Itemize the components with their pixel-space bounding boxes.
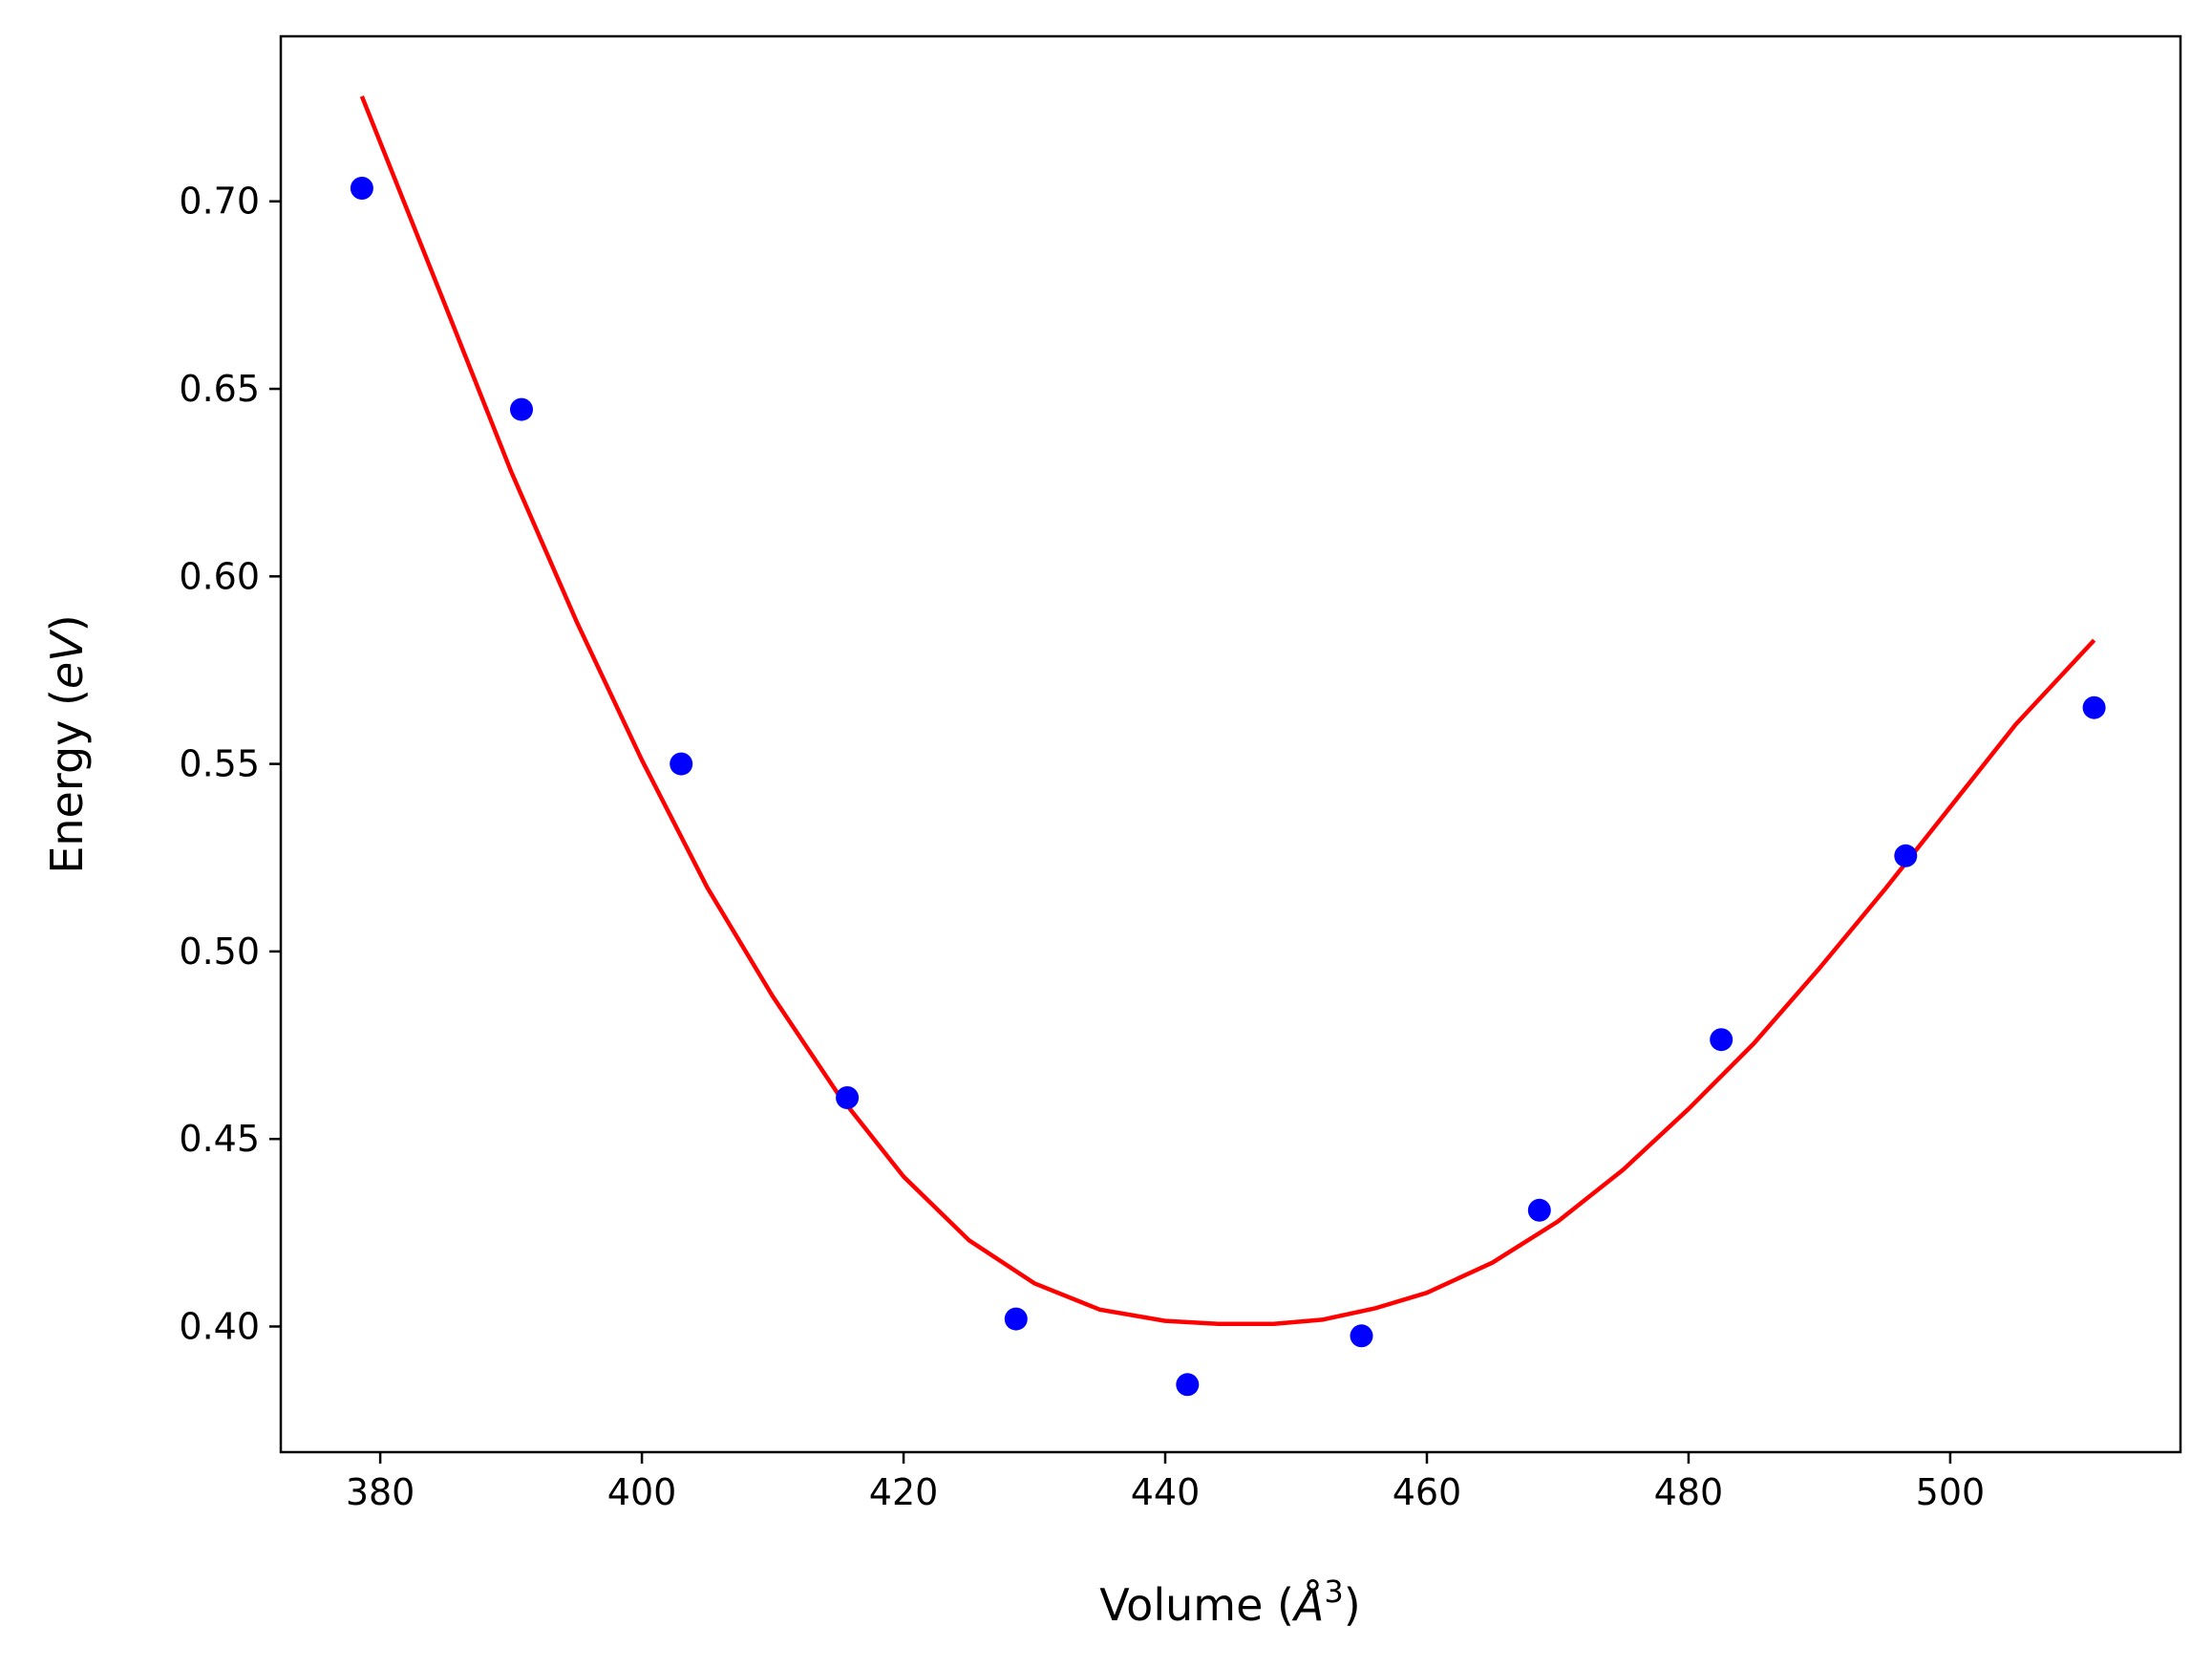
plot-area <box>350 95 2106 1397</box>
data-point <box>1710 1028 1733 1052</box>
data-point <box>1527 1198 1551 1222</box>
plot-frame <box>279 34 2182 1454</box>
data-point <box>670 752 693 776</box>
data-point <box>836 1086 860 1109</box>
data-point <box>2082 695 2106 719</box>
x-tick-label: 420 <box>869 1471 939 1513</box>
x-tick-label: 440 <box>1131 1471 1201 1513</box>
data-point <box>1350 1324 1373 1348</box>
data-point <box>510 397 533 421</box>
y-tick-label: 0.65 <box>179 368 260 410</box>
y-tick-label: 0.40 <box>179 1305 260 1347</box>
x-axis-label-unit: Å <box>1291 1579 1324 1631</box>
x-tick-label: 460 <box>1393 1471 1462 1513</box>
data-point <box>1176 1373 1200 1397</box>
data-point <box>350 177 373 200</box>
data-point <box>1894 844 1918 867</box>
fit-curve <box>359 95 2096 1326</box>
y-tick-label: 0.50 <box>179 931 260 973</box>
data-point <box>1004 1307 1028 1331</box>
y-axis-label-unit: eV <box>41 629 93 689</box>
axis-ticks: 380 400 420 440 460 480 500 0.40 0.45 0.50 0.55 0.6… <box>179 181 1985 1513</box>
x-axis-label: Volume (Å3) <box>1099 1573 1360 1631</box>
y-tick-label: 0.45 <box>179 1118 260 1160</box>
y-axis-label: Energy (eV) <box>41 614 93 873</box>
y-tick-label: 0.55 <box>179 743 260 785</box>
y-tick-label: 0.60 <box>179 555 260 597</box>
x-axis-label-exponent: 3 <box>1324 1573 1343 1610</box>
x-tick-label: 500 <box>1916 1471 1986 1513</box>
x-tick-label: 480 <box>1654 1471 1724 1513</box>
y-tick-label: 0.70 <box>179 181 260 223</box>
x-tick-label: 380 <box>346 1471 415 1513</box>
x-tick-label: 400 <box>607 1471 677 1513</box>
